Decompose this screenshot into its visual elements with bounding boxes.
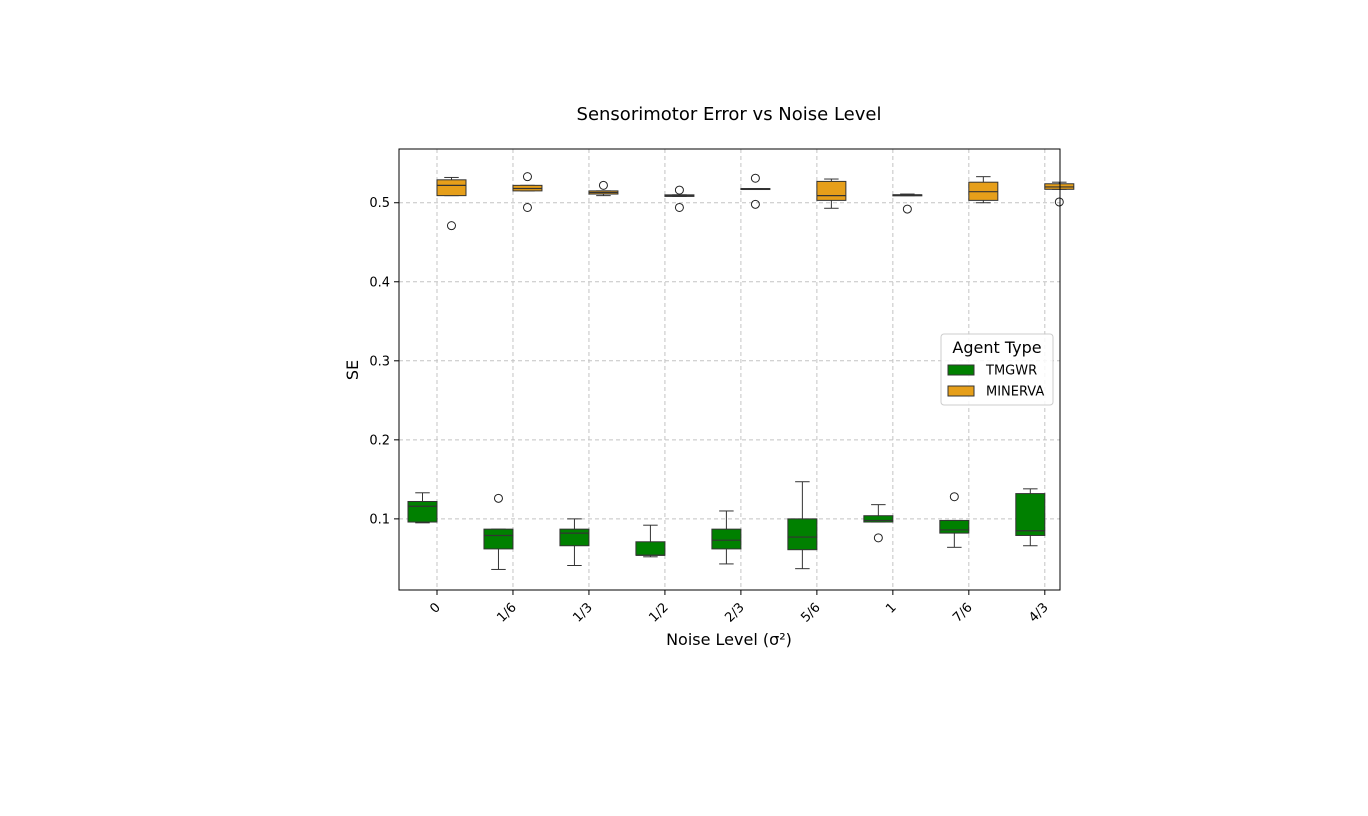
box-body	[711, 528, 742, 550]
x-axis-label: Noise Level (σ²)	[666, 630, 792, 649]
outlier-point	[446, 221, 456, 231]
outlier-point	[522, 172, 532, 182]
box-body	[787, 518, 818, 551]
outlier-point	[873, 533, 883, 543]
box-tmgwr	[863, 504, 894, 543]
box-minerva	[436, 176, 467, 231]
outlier-point	[750, 199, 760, 209]
y-axis: 0.1 0.2 0.3 0.4 0.5	[369, 196, 399, 527]
box-tmgwr	[559, 518, 590, 566]
box-body	[939, 519, 970, 534]
outlier-point	[902, 204, 912, 214]
box-minerva	[892, 193, 923, 214]
outlier-point	[493, 493, 503, 503]
outlier-point	[949, 492, 959, 502]
box-body	[635, 541, 666, 556]
box-minerva	[1044, 181, 1075, 207]
box-minerva	[664, 185, 695, 212]
box-body	[559, 528, 590, 547]
y-tick-label: 0.3	[369, 354, 390, 369]
box-body	[863, 515, 894, 523]
box-minerva	[816, 178, 847, 209]
legend-title: Agent Type	[952, 338, 1041, 357]
box-body	[407, 500, 438, 523]
box-tmgwr	[635, 524, 666, 558]
plot-frame	[398, 148, 1061, 591]
box-body	[483, 528, 514, 550]
box-body	[1015, 493, 1046, 536]
box-tmgwr	[1015, 488, 1046, 547]
box-body	[436, 179, 467, 197]
box-minerva	[588, 180, 619, 197]
box-tmgwr	[711, 510, 742, 565]
legend-item-tmgwr: TMGWR	[947, 364, 1037, 379]
legend-label: MINERVA	[986, 385, 1044, 400]
boxes	[407, 172, 1075, 570]
y-tick-label: 0.4	[369, 275, 390, 290]
y-axis-label: SE	[343, 360, 362, 380]
legend-swatch	[947, 385, 975, 397]
outlier-point	[674, 202, 684, 212]
outlier-point	[598, 180, 608, 190]
y-tick-label: 0.2	[369, 433, 390, 448]
box-tmgwr	[787, 481, 818, 570]
box-tmgwr	[407, 492, 438, 524]
outlier-point	[1054, 197, 1064, 207]
outlier-point	[522, 202, 532, 212]
box-minerva	[512, 172, 543, 212]
legend-items: TMGWR MINERVA	[947, 364, 1044, 400]
box-minerva	[968, 176, 999, 204]
series-minerva	[436, 172, 1075, 231]
box-tmgwr	[939, 492, 970, 548]
box-tmgwr	[483, 493, 514, 570]
y-tick-label: 0.1	[369, 512, 390, 527]
box-minerva	[740, 173, 771, 209]
legend-label: TMGWR	[985, 364, 1037, 379]
legend-swatch	[947, 364, 975, 376]
legend-item-minerva: MINERVA	[947, 385, 1044, 400]
legend: Agent Type TMGWR MINERVA	[940, 333, 1054, 406]
outlier-point	[750, 173, 760, 183]
box-body	[816, 180, 847, 201]
outlier-point	[674, 185, 684, 195]
series-tmgwr	[407, 481, 1046, 570]
y-tick-label: 0.5	[369, 196, 390, 211]
chart-title: Sensorimotor Error vs Noise Level	[577, 104, 882, 125]
